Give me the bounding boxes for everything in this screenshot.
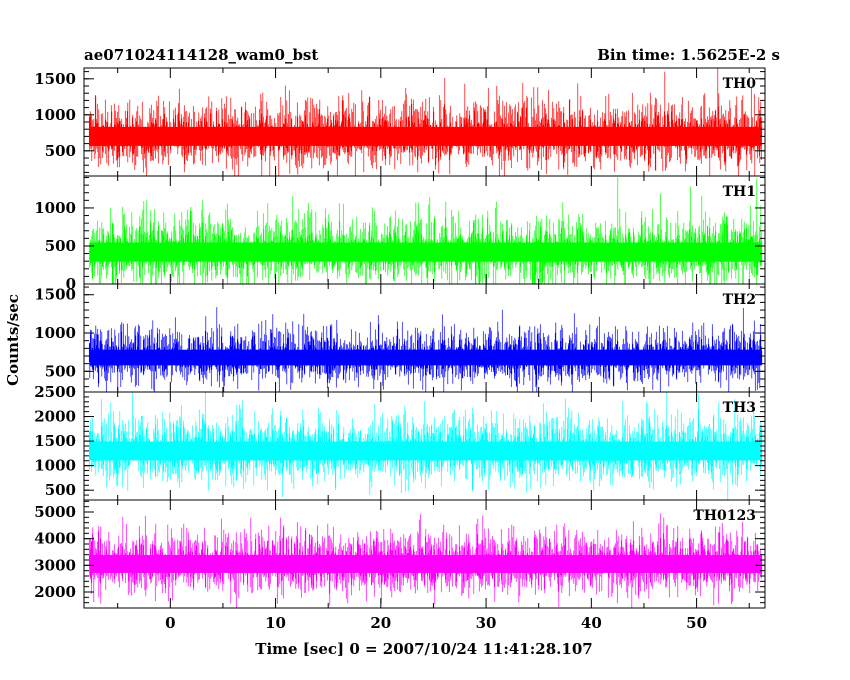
series-line-th3 [88, 392, 763, 500]
x-axis-title: Time [sec] 0 = 2007/10/24 11:41:28.107 [255, 640, 592, 658]
panel-label-th0123: TH0123 [693, 508, 756, 524]
y-tick-label: 2000 [34, 583, 76, 601]
panel-th0123: 2000 3000 4000 5000 TH0123 [34, 499, 766, 609]
x-tick-label: 50 [686, 614, 707, 632]
panel-label-th3: TH3 [723, 400, 756, 416]
y-tick-label: 500 [45, 481, 76, 499]
y-tick-label: 500 [45, 362, 76, 380]
y-axis-title: Counts/sec [4, 294, 22, 386]
y-tick-label: 500 [45, 142, 76, 160]
series-line-th2 [88, 307, 763, 392]
y-tick-label: 3000 [34, 556, 76, 574]
series-line-th0123 [88, 513, 763, 608]
y-tick-label: 1000 [34, 457, 76, 475]
panel-frame [83, 283, 766, 393]
panel-label-th1: TH1 [723, 184, 756, 200]
panel-frame [83, 499, 766, 609]
y-tick-label: 0 [66, 275, 76, 293]
y-tick-label: 1000 [34, 324, 76, 342]
panel-label-th0: TH0 [723, 76, 757, 92]
y-tick-label: 5000 [34, 503, 76, 521]
chart-title: ae071024114128_wam0_bst [84, 46, 318, 64]
panel-label-th2: TH2 [723, 292, 756, 308]
series-line-th1 [88, 177, 763, 284]
panel-th0: 500 1000 1500 TH0 [34, 67, 766, 177]
bin-time-label: Bin time: 1.5625E-2 s [597, 46, 780, 64]
y-tick-label: 2500 [34, 383, 76, 401]
y-tick-label: 1000 [34, 106, 76, 124]
x-tick-label: 0 [165, 614, 175, 632]
y-tick-label: 1500 [34, 432, 76, 450]
x-tick-label: 20 [370, 614, 391, 632]
y-tick-label: 1000 [34, 199, 76, 217]
x-tick-label: 10 [265, 614, 286, 632]
x-tick-label: 30 [476, 614, 497, 632]
y-tick-label: 1500 [34, 70, 76, 88]
y-tick-label: 1500 [34, 286, 76, 304]
x-tick-labels: 0 10 20 30 40 50 [165, 614, 707, 632]
panel-th2: 500 1000 1500 TH2 [34, 283, 766, 393]
y-tick-label: 500 [45, 237, 76, 255]
panel-th3: 500 1000 1500 2000 2500 TH3 [34, 383, 766, 501]
panel-th1: 0 500 1000 TH1 [34, 175, 766, 293]
y-tick-label: 4000 [34, 530, 76, 548]
x-tick-label: 40 [581, 614, 602, 632]
series-line-th0 [88, 68, 763, 176]
y-tick-label: 2000 [34, 408, 76, 426]
